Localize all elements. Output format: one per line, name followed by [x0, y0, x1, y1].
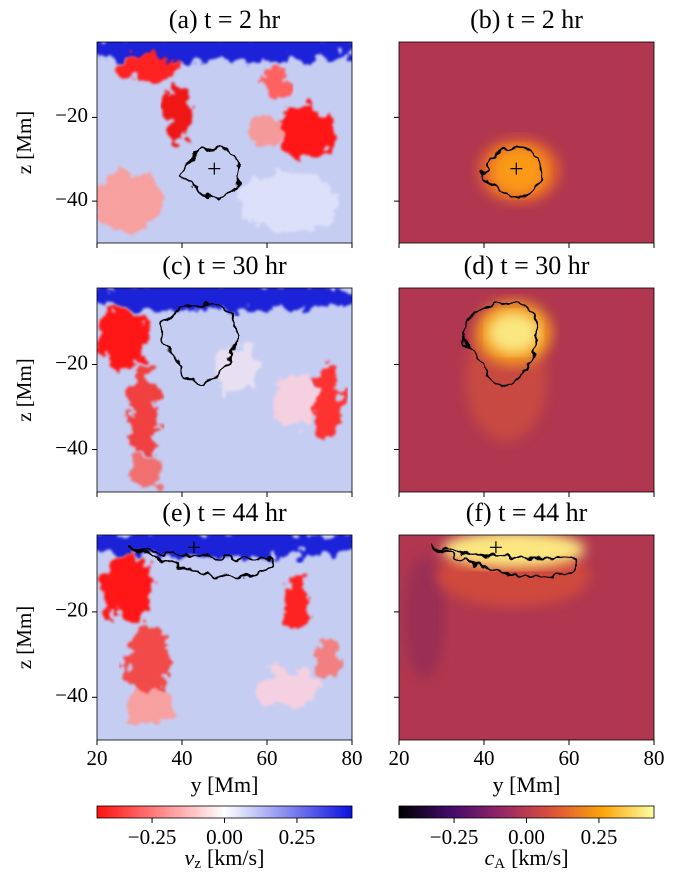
colorbar-label-subscript: z [194, 856, 201, 872]
colorbar-label: vz [km/s] [185, 845, 265, 872]
panel-frame [96, 287, 353, 493]
panel-title: (d) t = 30 hr [464, 251, 590, 280]
x-tick-label: 60 [257, 746, 278, 770]
plus-marker [208, 162, 221, 175]
heatmap-blob [313, 637, 340, 679]
y-tick-label: −20 [55, 103, 88, 127]
panel-frame [398, 287, 655, 493]
heatmap-glow [404, 555, 445, 679]
colorbar-label-unit: [km/s] [511, 845, 568, 870]
heatmap-glow [442, 535, 586, 568]
heatmap-image [97, 288, 352, 492]
heatmap-blob [275, 106, 337, 159]
heatmap-blob [216, 345, 258, 395]
contour [429, 544, 577, 578]
y-tick-label: −20 [55, 598, 88, 622]
contour [481, 146, 542, 199]
panel-title: (e) t = 44 hr [162, 498, 287, 527]
heatmap-blob [283, 576, 309, 630]
contour [159, 304, 237, 385]
heatmap-image [399, 42, 654, 243]
heatmap-blob [127, 365, 159, 456]
heatmap-image [399, 288, 654, 492]
panel-title: (f) t = 44 hr [466, 498, 588, 527]
colorbar [398, 805, 655, 819]
panel-title: (a) t = 2 hr [169, 5, 281, 34]
colorbar-label-unit: [km/s] [207, 845, 264, 870]
heatmap-blob [237, 172, 340, 233]
colorbar-tick-label: 0.00 [508, 825, 545, 849]
heatmap-blob [249, 116, 281, 149]
y-tick-label: −40 [55, 435, 88, 459]
heatmap-blob [165, 82, 192, 143]
x-tick-label: 40 [474, 746, 495, 770]
colorbar [96, 805, 353, 819]
plus-marker [187, 541, 200, 554]
heatmap-blob [311, 363, 342, 437]
heatmap-blob [97, 308, 148, 370]
x-axis-label: y [Mm] [493, 772, 561, 797]
panel-frame [96, 534, 353, 741]
colorbar-tick-label: 0.00 [206, 825, 243, 849]
heatmap-blob [97, 42, 352, 63]
colorbar-tick-label: 0.25 [279, 825, 316, 849]
heatmap-glow [490, 146, 547, 195]
x-tick-label: 20 [87, 746, 108, 770]
panel-title: (b) t = 2 hr [470, 5, 583, 34]
x-tick-label: 40 [172, 746, 193, 770]
x-tick-label: 60 [559, 746, 580, 770]
x-tick-label: 80 [342, 746, 363, 770]
plus-marker [489, 541, 502, 554]
y-tick-label: −20 [55, 350, 88, 374]
heatmap-blob [97, 172, 164, 233]
colorbar-label: cA [km/s] [484, 845, 568, 872]
colorbar-tick-label: 0.25 [581, 825, 618, 849]
contour [461, 304, 539, 385]
heatmap-glow [488, 312, 540, 354]
panel-title: (c) t = 30 hr [162, 251, 287, 280]
colorbar-label-subscript: A [494, 856, 505, 872]
x-tick-label: 80 [644, 746, 665, 770]
heatmap-blob [262, 66, 289, 99]
plus-marker [510, 162, 523, 175]
colorbar-label-symbol: v [185, 845, 195, 870]
heatmap-blob [97, 535, 352, 558]
heatmap-blob [102, 553, 154, 620]
heatmap-blob [127, 692, 179, 726]
x-axis-label: y [Mm] [191, 772, 259, 797]
y-axis-label: z [Mm] [12, 358, 36, 422]
heatmap-image [97, 42, 352, 243]
contour [127, 544, 275, 578]
colorbar-label-symbol: c [484, 845, 494, 870]
heatmap-blob [257, 668, 319, 710]
x-tick-label: 20 [389, 746, 410, 770]
heatmap-blob [275, 375, 317, 425]
y-axis-label: z [Mm] [12, 111, 36, 175]
heatmap-image [399, 535, 654, 740]
y-tick-label: −40 [55, 683, 88, 707]
heatmap-blob [130, 455, 166, 488]
colorbar-tick-label: −0.25 [128, 825, 177, 849]
panel-frame [398, 41, 655, 244]
heatmap-blob [117, 54, 179, 83]
colorbar-tick-label: −0.25 [430, 825, 479, 849]
heatmap-image [97, 535, 352, 740]
contour [180, 146, 240, 199]
y-tick-label: −40 [55, 187, 88, 211]
panel-frame [96, 41, 353, 244]
y-axis-label: z [Mm] [12, 606, 36, 670]
heatmap-blob [127, 621, 169, 704]
panel-frame [398, 534, 655, 741]
heatmap-blob [97, 288, 352, 311]
